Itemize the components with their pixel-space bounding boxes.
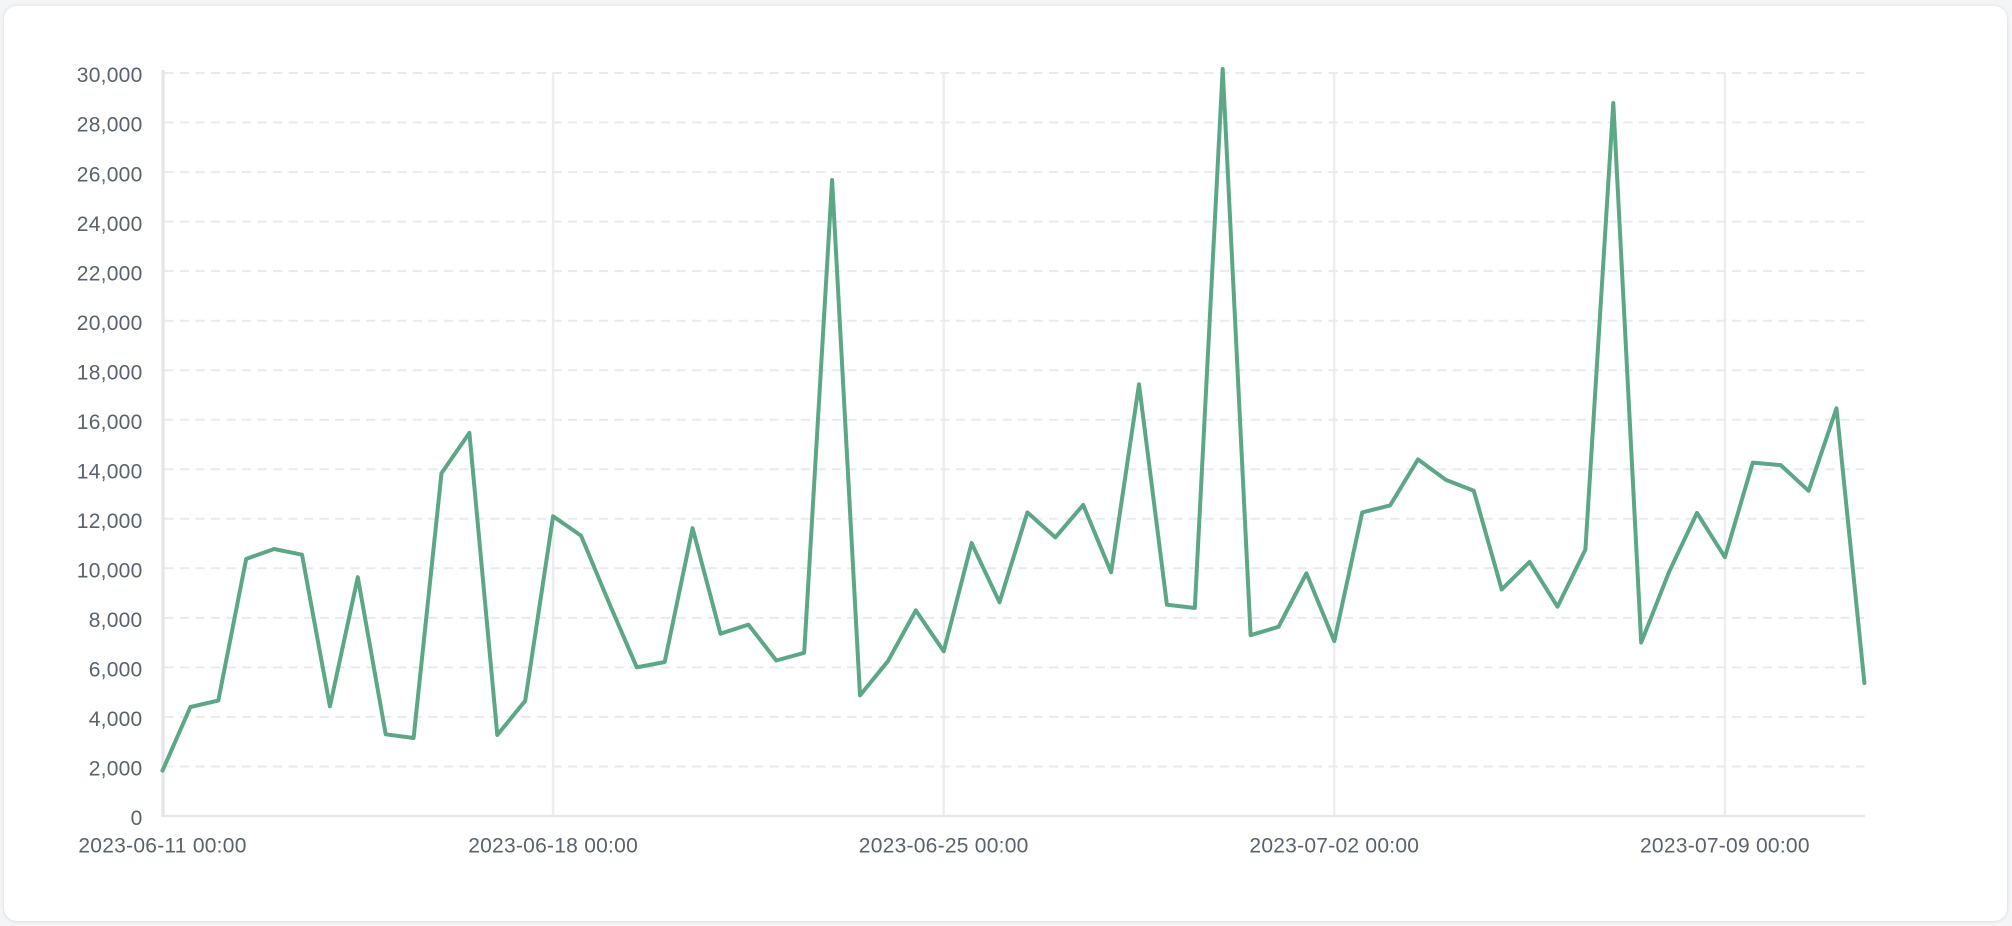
svg-text:10,000: 10,000: [77, 560, 143, 583]
svg-text:18,000: 18,000: [77, 361, 143, 384]
svg-text:16,000: 16,000: [77, 411, 143, 434]
svg-text:4,000: 4,000: [89, 708, 143, 731]
svg-text:2023-07-02 00:00: 2023-07-02 00:00: [1249, 835, 1419, 858]
svg-text:2,000: 2,000: [89, 758, 143, 781]
svg-text:24,000: 24,000: [77, 213, 143, 236]
svg-text:14,000: 14,000: [77, 461, 143, 484]
svg-text:22,000: 22,000: [77, 262, 143, 285]
svg-text:28,000: 28,000: [77, 114, 143, 137]
svg-text:2023-06-18 00:00: 2023-06-18 00:00: [468, 835, 638, 858]
svg-text:30,000: 30,000: [77, 64, 143, 87]
svg-text:12,000: 12,000: [77, 510, 143, 533]
svg-text:6,000: 6,000: [89, 659, 143, 682]
svg-text:8,000: 8,000: [89, 609, 143, 632]
svg-text:20,000: 20,000: [77, 312, 143, 335]
svg-text:2023-06-25 00:00: 2023-06-25 00:00: [859, 835, 1029, 858]
svg-text:26,000: 26,000: [77, 163, 143, 186]
svg-text:2023-06-11 00:00: 2023-06-11 00:00: [78, 835, 246, 858]
svg-text:2023-07-09 00:00: 2023-07-09 00:00: [1640, 835, 1810, 858]
svg-text:0: 0: [131, 807, 143, 830]
